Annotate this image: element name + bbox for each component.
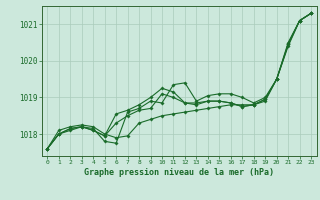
X-axis label: Graphe pression niveau de la mer (hPa): Graphe pression niveau de la mer (hPa): [84, 168, 274, 177]
